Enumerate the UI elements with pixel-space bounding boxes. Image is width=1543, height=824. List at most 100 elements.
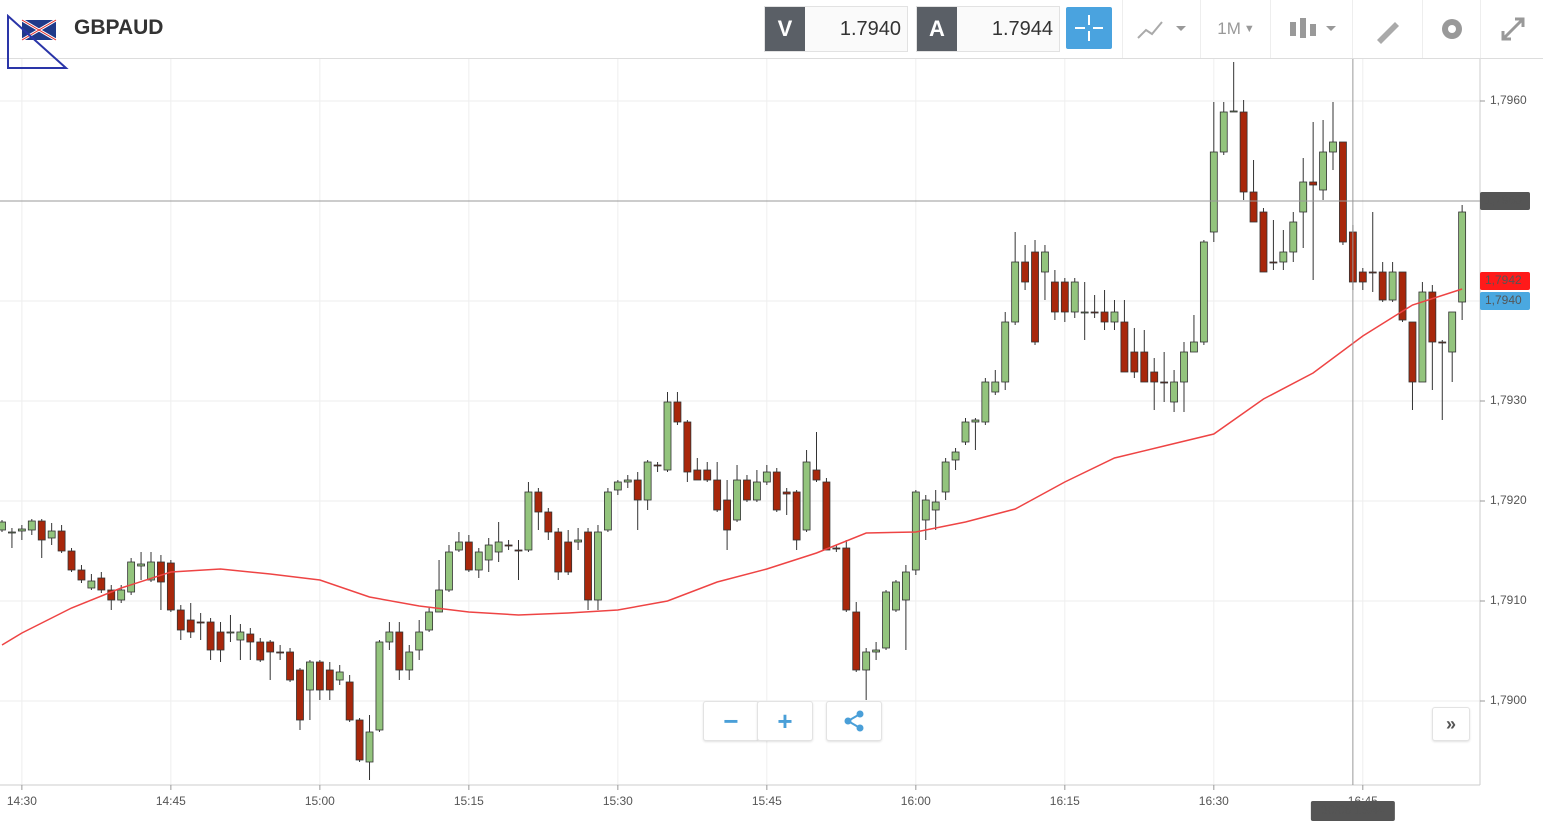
candle-body (435, 589, 443, 613)
candle-body (584, 531, 592, 601)
candle-body (971, 419, 980, 423)
candle-body (862, 651, 871, 671)
x-tick-label: 15:30 (603, 794, 633, 808)
candle-body (196, 621, 205, 624)
x-tick-label: 16:30 (1199, 794, 1229, 808)
candle-body (355, 719, 364, 761)
candle-body (1031, 251, 1039, 343)
ask-box[interactable]: A 1.7944 (916, 6, 1060, 52)
candle-body (286, 651, 294, 681)
candle-body (1259, 211, 1268, 273)
candle-body (1170, 381, 1178, 403)
candle-body (1070, 281, 1079, 313)
moving-average (1, 288, 1463, 646)
candle-body (1368, 271, 1377, 274)
candle-body (206, 621, 215, 651)
candle-body (723, 499, 732, 531)
candle-body (415, 631, 424, 651)
candle-body (613, 481, 622, 491)
candle-body (941, 461, 950, 493)
candle-body (186, 619, 195, 633)
candle-body (117, 589, 126, 601)
candle-body (127, 561, 136, 593)
candle-body (1289, 221, 1298, 253)
candle-body (1428, 291, 1437, 343)
candle-body (1150, 371, 1159, 383)
candle-body (1130, 351, 1139, 373)
candle-body (1050, 281, 1059, 313)
x-tick-label: 14:30 (7, 794, 37, 808)
candle-body (1388, 271, 1397, 301)
candle-body (296, 669, 304, 721)
candle-body (107, 589, 116, 601)
candle-body (345, 681, 354, 721)
candle-body (1418, 291, 1427, 383)
settings-button[interactable] (1422, 0, 1481, 58)
crosshair-value-label: 1,7950 (1485, 193, 1522, 207)
candle-body (246, 633, 255, 643)
candle-body (1249, 191, 1258, 223)
timeframe-button[interactable]: 1M ▼ (1200, 0, 1271, 58)
x-tick-label: 16:00 (901, 794, 931, 808)
candle-body (1458, 211, 1467, 303)
candle-body (852, 611, 861, 671)
candle-body (365, 731, 374, 763)
candle-body (901, 571, 910, 601)
ask-price: 1.7944 (957, 7, 1059, 51)
candle-body (1041, 251, 1049, 273)
candle-body (752, 481, 761, 501)
candle-body (37, 520, 46, 541)
share-button[interactable] (826, 701, 882, 741)
candle-body (87, 580, 96, 589)
candle-body (772, 471, 781, 511)
candle-body (782, 491, 791, 495)
candle-body (882, 591, 890, 649)
candle-body (1358, 271, 1367, 283)
zoom-in-button[interactable]: + (757, 701, 813, 741)
scroll-end-button[interactable]: » (1432, 707, 1470, 741)
candle-body (1269, 261, 1278, 264)
candle-body (1408, 321, 1417, 383)
candle-body (832, 547, 841, 550)
y-tick-label: 1,7900 (1490, 693, 1527, 707)
candle-body (733, 479, 741, 521)
candle-body (1199, 241, 1208, 343)
candle-body (892, 581, 900, 611)
zoom-out-button[interactable]: − (703, 701, 759, 741)
candle-body (0, 521, 6, 531)
bid-box[interactable]: V 1.7940 (764, 6, 908, 52)
y-tick-label: 1,7920 (1490, 493, 1527, 507)
candle-body (1190, 341, 1198, 353)
candle-body (554, 531, 563, 573)
crosshair-value-box (1480, 192, 1530, 210)
candle-body (1110, 311, 1119, 323)
candle-body (1378, 271, 1387, 301)
candle-body (1309, 181, 1318, 186)
candle-body (1090, 311, 1099, 314)
candle-body (1180, 351, 1188, 383)
candle-body (1080, 311, 1089, 314)
candle-body (663, 401, 672, 471)
y-tick-label: 1,7910 (1490, 593, 1527, 607)
chart-type-button[interactable] (1122, 0, 1201, 58)
candle-body (514, 549, 523, 552)
candle-body (405, 651, 414, 671)
draw-button[interactable] (1352, 0, 1423, 58)
candle-body (1160, 381, 1169, 384)
candle-style-button[interactable] (1270, 0, 1353, 58)
price-marker (1480, 272, 1530, 290)
candle-body (534, 491, 543, 513)
candle-body (713, 479, 722, 511)
price-marker (1480, 292, 1530, 310)
fullscreen-button[interactable] (1480, 0, 1543, 58)
candle-body (325, 669, 334, 691)
candle-body (1140, 351, 1149, 383)
candle-body (951, 451, 960, 461)
candle-body (653, 464, 662, 467)
price-marker-label: 1,7940 (1485, 293, 1522, 307)
candle-body (27, 520, 36, 531)
candle-body (842, 547, 851, 611)
crosshair-button[interactable] (1066, 7, 1112, 49)
candle-body (47, 530, 56, 539)
price-marker-label: 1,7942 (1485, 273, 1522, 287)
